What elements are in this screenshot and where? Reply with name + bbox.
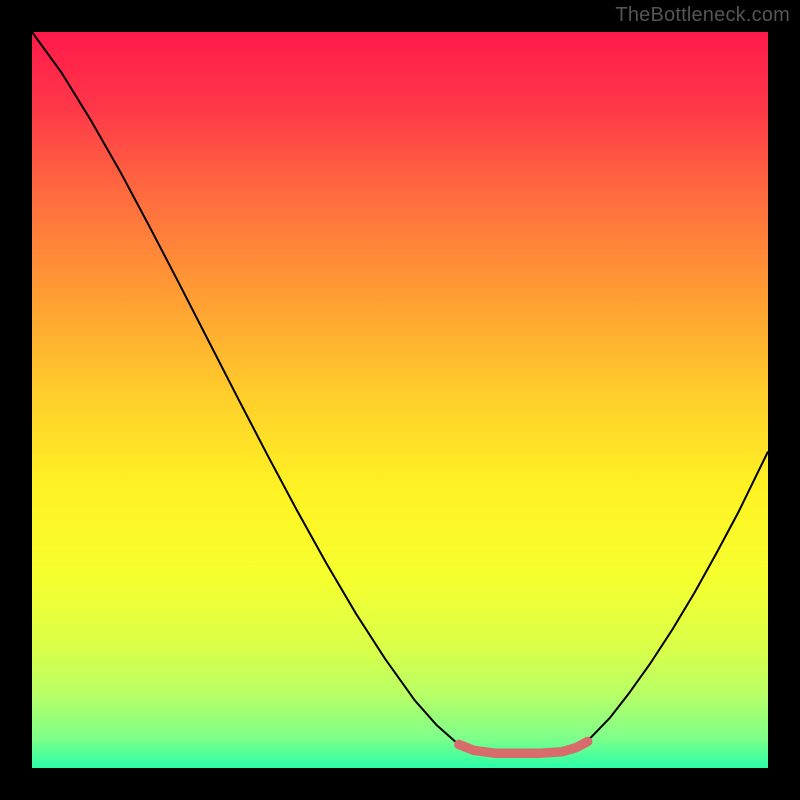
- plot-background: [32, 32, 768, 768]
- bottleneck-chart: [0, 0, 800, 800]
- attribution-text: TheBottleneck.com: [615, 4, 790, 27]
- chart-stage: TheBottleneck.com: [0, 0, 800, 800]
